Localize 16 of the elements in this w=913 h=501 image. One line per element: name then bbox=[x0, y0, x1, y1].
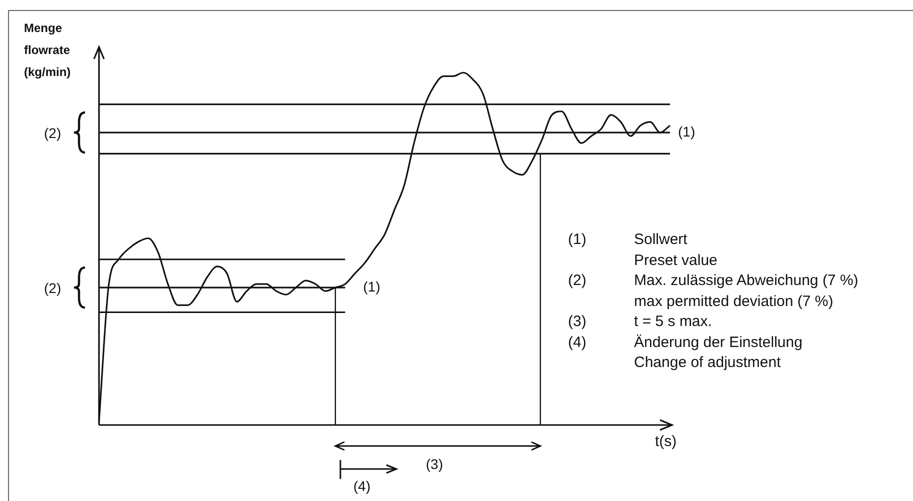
series-label: (1) bbox=[363, 278, 380, 294]
text: (3) bbox=[426, 456, 443, 472]
text: (4) bbox=[353, 478, 371, 494]
annotation: Sollwert Preset value bbox=[634, 230, 718, 270]
annotation: t = 5 s max. bbox=[634, 312, 712, 332]
annotation: (2) bbox=[568, 271, 588, 291]
annotation: (4) bbox=[568, 332, 588, 352]
x-axis-title: t(s) bbox=[655, 433, 677, 450]
annotation: Max. zulässige Abweichung (7 %) max permitted deviation (7 %) bbox=[634, 271, 858, 312]
annotation: (1) bbox=[568, 230, 588, 250]
text: (2) bbox=[44, 278, 62, 297]
annotation: (3) bbox=[568, 312, 588, 332]
series-label: (1) bbox=[678, 123, 696, 140]
annotation: Änderung der Einstellung Change of adjustment bbox=[634, 332, 802, 373]
text: (2) bbox=[44, 124, 62, 142]
y-axis-title: Menge flowrate (kg/min) bbox=[24, 20, 72, 81]
